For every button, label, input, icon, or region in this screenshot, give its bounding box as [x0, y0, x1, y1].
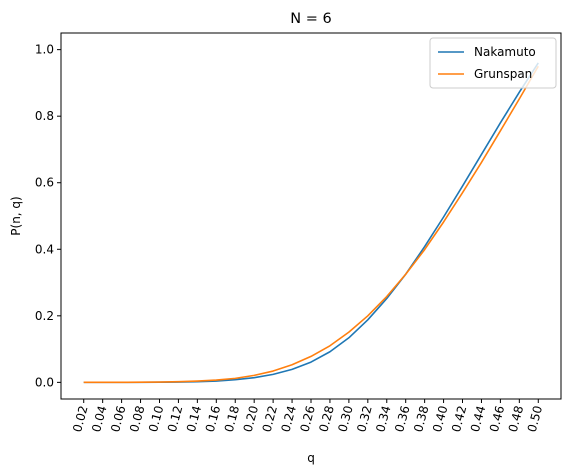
- x-tick-label: 0.16: [203, 404, 223, 433]
- x-tick-label: 0.28: [316, 404, 336, 433]
- y-tick-label: 0.6: [35, 176, 54, 190]
- x-tick-label: 0.44: [468, 404, 488, 433]
- x-tick-label: 0.06: [108, 404, 128, 433]
- x-tick-label: 0.20: [241, 404, 261, 433]
- x-tick-label: 0.30: [335, 404, 355, 433]
- x-tick-label: 0.10: [146, 404, 166, 433]
- x-tick-label: 0.38: [411, 404, 431, 433]
- x-tick-label: 0.48: [506, 404, 526, 433]
- x-tick-label: 0.02: [70, 404, 90, 433]
- y-tick-label: 0.8: [35, 109, 54, 123]
- x-tick-label: 0.36: [392, 404, 412, 433]
- x-tick-label: 0.42: [449, 404, 469, 433]
- legend-label: Grunspan: [474, 67, 532, 81]
- y-axis-label: P(n, q): [9, 196, 23, 235]
- x-tick-label: 0.50: [525, 404, 545, 433]
- x-tick-label: 0.12: [165, 404, 185, 433]
- x-tick-label: 0.40: [430, 404, 450, 433]
- legend: Nakamuto Grunspan: [429, 37, 557, 89]
- y-tick-label: 0.4: [35, 242, 54, 256]
- x-tick-label: 0.18: [222, 404, 242, 433]
- y-tick-label: 0.2: [35, 309, 54, 323]
- x-tick-label: 0.34: [373, 404, 393, 433]
- x-tick-label: 0.24: [279, 404, 299, 433]
- x-tick-label: 0.46: [487, 404, 507, 433]
- legend-box: [429, 37, 557, 89]
- x-axis-label: q: [307, 451, 315, 465]
- y-tick-label: 1.0: [35, 43, 54, 57]
- series-line-grunspan: [83, 65, 539, 384]
- x-tick-label: 0.26: [297, 404, 317, 433]
- legend-label: Nakamuto: [474, 45, 536, 59]
- x-tick-label: 0.14: [184, 404, 204, 433]
- y-tick-label: 0.0: [35, 375, 54, 389]
- x-tick-label: 0.08: [127, 404, 147, 433]
- x-tick-label: 0.22: [260, 404, 280, 433]
- chart-title: N = 6: [290, 11, 331, 27]
- x-tick-label: 0.04: [89, 404, 109, 433]
- x-tick-label: 0.32: [354, 404, 374, 433]
